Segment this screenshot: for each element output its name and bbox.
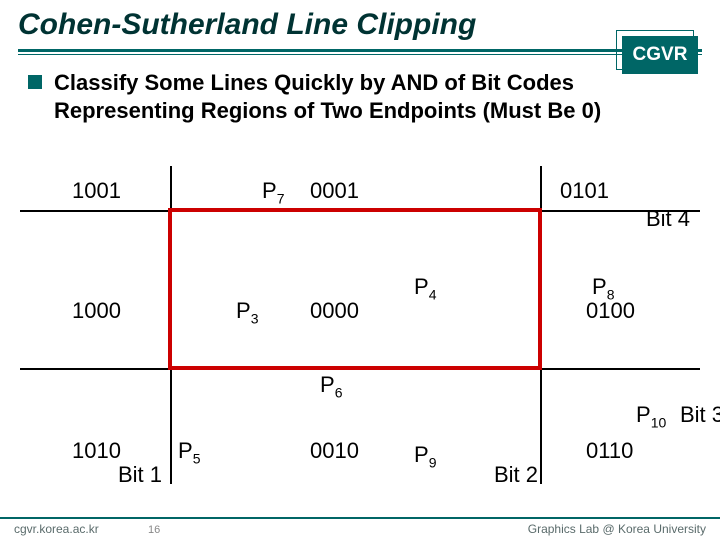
label-p10: P10	[636, 402, 666, 430]
label-bit1: Bit 1	[118, 462, 162, 488]
label-p3: P3	[236, 298, 258, 326]
footer-left: cgvr.korea.ac.kr	[14, 522, 99, 536]
label-bit2: Bit 2	[494, 462, 538, 488]
code-top-mid: 0001	[310, 178, 359, 204]
bullet-item: Classify Some Lines Quickly by AND of Bi…	[28, 69, 692, 124]
label-p4: P4	[414, 274, 436, 302]
label-bit4: Bit 4	[646, 206, 690, 232]
header: Cohen-Sutherland Line Clipping CGVR	[0, 0, 720, 45]
code-bot-mid: 0010	[310, 438, 359, 464]
title-rule-thick	[18, 49, 702, 52]
label-p5: P5	[178, 438, 200, 466]
code-bot-left: 1010	[72, 438, 121, 464]
clip-rectangle	[168, 208, 542, 370]
label-p8: P8	[592, 274, 614, 302]
body: Classify Some Lines Quickly by AND of Bi…	[0, 55, 720, 124]
slide-title: Cohen-Sutherland Line Clipping	[18, 8, 702, 41]
footer-page-number: 16	[148, 524, 160, 536]
code-mid-mid: 0000	[310, 298, 359, 324]
bullet-text: Classify Some Lines Quickly by AND of Bi…	[54, 69, 692, 124]
diagram: 1001 0001 0101 1000 0000 0100 1010 0010 …	[0, 176, 720, 496]
footer-right: Graphics Lab @ Korea University	[528, 522, 706, 536]
code-top-right: 0101	[560, 178, 609, 204]
label-p7: P7	[262, 178, 284, 206]
label-bit3: Bit 3	[680, 402, 720, 428]
label-p6: P6	[320, 372, 342, 400]
footer: cgvr.korea.ac.kr 16 Graphics Lab @ Korea…	[0, 517, 720, 540]
code-mid-left: 1000	[72, 298, 121, 324]
code-top-left: 1001	[72, 178, 121, 204]
label-p9: P9	[414, 442, 436, 470]
code-bot-right: 0110	[586, 438, 633, 464]
square-bullet-icon	[28, 75, 42, 89]
